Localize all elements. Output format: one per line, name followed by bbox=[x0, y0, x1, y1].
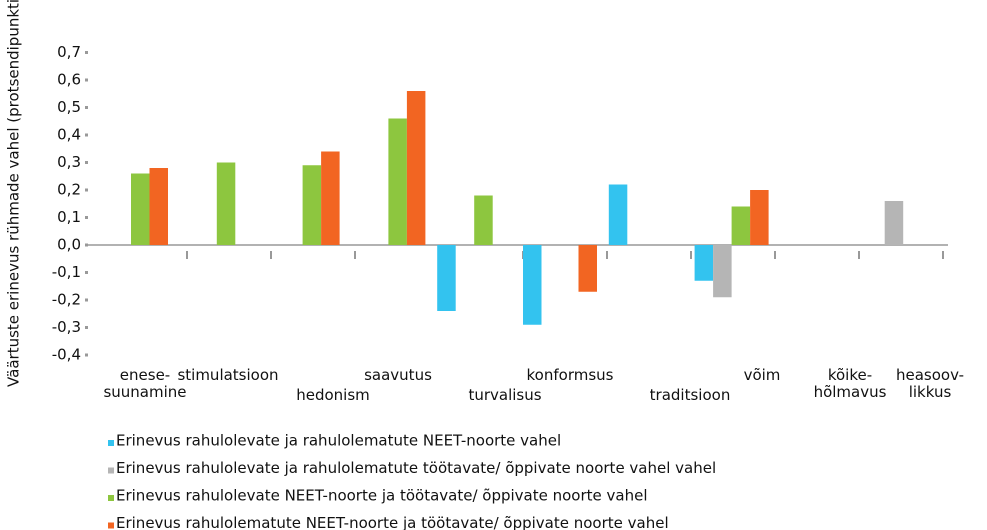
y-tick-label: 0,5 bbox=[57, 98, 81, 116]
y-tick-mark bbox=[85, 216, 88, 219]
y-tick-mark bbox=[85, 298, 88, 302]
bar bbox=[302, 165, 322, 245]
y-tick-label: 0,7 bbox=[57, 43, 81, 61]
x-tick-label: hedonism bbox=[296, 386, 370, 404]
x-tick-label: saavutus bbox=[364, 366, 432, 384]
legend-swatch bbox=[108, 495, 114, 501]
y-tick-mark bbox=[85, 271, 88, 274]
x-tick-label: kõike- hõlmavus bbox=[813, 366, 887, 401]
bar bbox=[884, 201, 904, 245]
bar bbox=[731, 206, 751, 245]
x-tick-label: enese- suunamine bbox=[103, 366, 187, 401]
y-tick-mark bbox=[85, 51, 88, 54]
bar bbox=[131, 173, 150, 245]
y-tick-mark bbox=[85, 161, 88, 164]
legend-label: Erinevus rahulolevate NEET-noorte ja töö… bbox=[116, 487, 648, 505]
bar bbox=[216, 162, 236, 245]
x-tick-label: stimulatsioon bbox=[177, 366, 279, 384]
y-axis-label: Väärtuste erinevus rühmade vahel (protse… bbox=[5, 0, 23, 387]
bar bbox=[474, 195, 493, 245]
y-tick-label: 0,6 bbox=[57, 71, 81, 89]
bar bbox=[388, 118, 407, 245]
y-tick-label: 0,4 bbox=[57, 126, 81, 144]
bar bbox=[713, 245, 732, 298]
y-tick-mark bbox=[85, 188, 88, 192]
legend-swatch bbox=[108, 467, 114, 474]
x-tick-label: turvalisus bbox=[468, 386, 542, 404]
y-tick-label: 0,1 bbox=[57, 208, 81, 226]
y-tick-label: -0,3 bbox=[52, 318, 81, 336]
x-tick-label: konformsus bbox=[526, 366, 614, 384]
y-tick-label: 0,0 bbox=[57, 236, 81, 254]
y-tick-label: 0,3 bbox=[57, 153, 81, 171]
x-tick-label: traditsioon bbox=[649, 386, 731, 404]
y-tick-label: -0,2 bbox=[52, 291, 81, 309]
legend-swatch bbox=[108, 440, 114, 446]
x-tick-label: heasoov- likkus bbox=[896, 366, 964, 401]
y-tick-mark bbox=[85, 106, 88, 109]
y-tick-mark bbox=[85, 78, 88, 82]
y-tick-label: 0,2 bbox=[57, 181, 81, 199]
bar bbox=[608, 184, 628, 245]
y-tick-mark bbox=[85, 326, 88, 329]
legend-label: Erinevus rahulolematute NEET-noorte ja t… bbox=[116, 514, 669, 530]
bar bbox=[523, 245, 542, 325]
bar bbox=[437, 245, 456, 311]
bar bbox=[406, 91, 426, 245]
bar bbox=[694, 245, 714, 281]
x-tick-label: võim bbox=[743, 366, 781, 384]
y-tick-mark bbox=[85, 243, 88, 247]
bar bbox=[578, 245, 597, 292]
bar bbox=[750, 190, 769, 245]
bar bbox=[321, 151, 340, 245]
y-tick-mark bbox=[85, 133, 88, 137]
y-tick-label: -0,1 bbox=[52, 263, 81, 281]
y-tick-label: -0,4 bbox=[52, 346, 81, 364]
legend-label: Erinevus rahulolevate ja rahulolematute … bbox=[116, 459, 716, 477]
legend-swatch bbox=[108, 522, 114, 529]
legend-label: Erinevus rahulolevate ja rahulolematute … bbox=[116, 432, 561, 450]
bar bbox=[149, 168, 168, 245]
y-tick-mark bbox=[85, 353, 88, 357]
